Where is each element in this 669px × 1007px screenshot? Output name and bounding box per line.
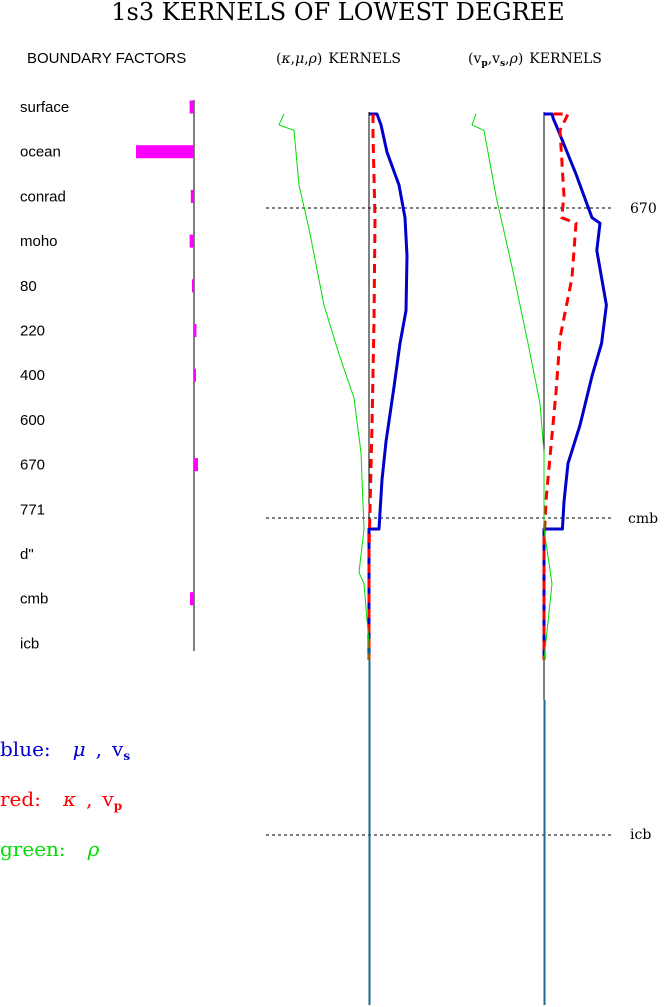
boundary-factors-header: BOUNDARY FACTORS <box>27 50 186 67</box>
boundary-label: surface <box>20 99 69 116</box>
kernel-series-line <box>542 112 578 660</box>
boundary-bar <box>189 234 194 248</box>
boundary-factor-chart: surface ocean conrad moho 80 220 400 600 670 771 d… <box>20 99 198 652</box>
legend-red: red: κ, vp <box>0 787 122 813</box>
legend-blue: blue: μ, vs <box>0 737 130 763</box>
legend: blue: μ, vs red: κ, vp green: ρ <box>0 737 130 861</box>
depth-lines <box>266 207 614 836</box>
kernel-series-line <box>367 114 377 660</box>
legend-green: green: ρ <box>0 837 100 861</box>
kernel-series-line <box>471 113 553 661</box>
kernels-kmr-header: (κ,μ,ρ) KERNELS <box>276 51 401 67</box>
boundary-bar <box>194 458 198 472</box>
boundary-label: 400 <box>20 367 45 384</box>
boundary-label: conrad <box>20 188 66 205</box>
boundary-bar <box>194 368 196 382</box>
boundary-label: 80 <box>20 278 37 295</box>
depth-label-cmb: cmb <box>628 511 658 527</box>
figure-title: 1s3 KERNELS OF LOWEST DEGREE <box>111 0 564 26</box>
boundary-bar <box>192 279 194 293</box>
boundary-bar <box>190 189 194 203</box>
boundary-label: d" <box>20 546 34 563</box>
kernel-series-line <box>278 113 370 660</box>
boundary-label: 771 <box>20 501 45 518</box>
boundary-bar <box>136 145 194 159</box>
kernel-panel-vvr <box>471 112 608 1005</box>
boundary-label: 220 <box>20 323 45 340</box>
kernel-panel-kmr <box>278 112 409 1005</box>
boundary-label: 600 <box>20 412 45 429</box>
kernel-series-line <box>367 112 409 660</box>
boundary-label: ocean <box>20 144 61 161</box>
boundary-label: icb <box>20 635 39 652</box>
boundary-bar <box>189 100 194 114</box>
boundary-label: moho <box>20 233 58 250</box>
boundary-bar <box>190 592 194 606</box>
kernels-vvr-header: (vp,vs,ρ) KERNELS <box>468 51 602 69</box>
depth-label-icb: icb <box>630 827 651 843</box>
boundary-label: 670 <box>20 457 45 474</box>
boundary-bar <box>194 324 197 337</box>
kernel-series-line <box>542 112 608 660</box>
boundary-label: cmb <box>20 591 48 608</box>
depth-label-670: 670 <box>630 201 657 217</box>
